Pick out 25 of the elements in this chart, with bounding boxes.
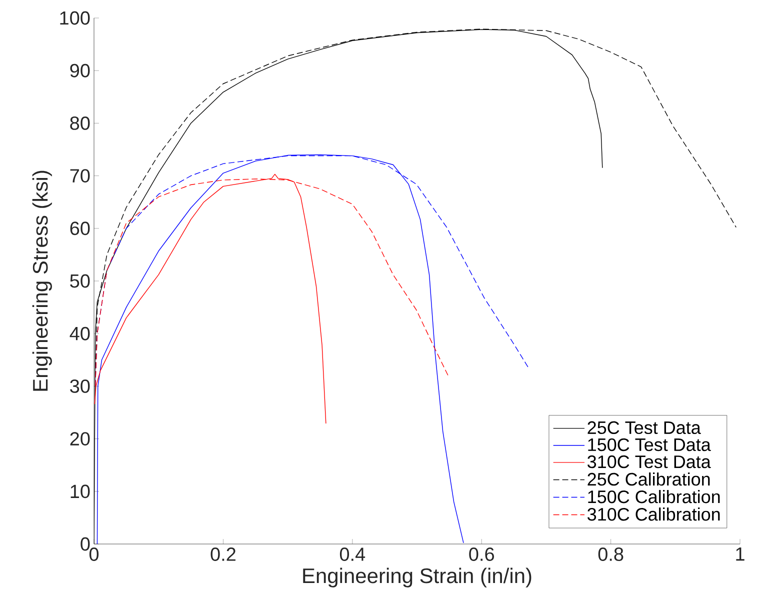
y-tick-label: 80 [70,116,90,130]
legend-label: 150C Test Data [588,438,711,452]
legend-label: 25C Test Data [588,421,701,434]
y-tick-label: 50 [70,274,90,288]
legend-label: 310C Test Data [588,455,711,468]
y-tick-label: 40 [70,326,90,340]
x-tick-label: 0 [89,548,99,561]
legend-label: 25C Calibration [588,472,710,486]
y-tick-label: 90 [70,64,90,78]
legend-label: 310C Calibration [588,508,720,521]
y-tick-label: 10 [70,484,90,498]
y-tick-label: 20 [70,432,90,446]
x-tick-label: 0.8 [598,548,624,561]
legend-label: 150C Calibration [588,490,720,504]
x-axis-title: Engineering Strain (in/in) [303,568,532,588]
x-tick-label: 0.2 [210,548,236,561]
y-axis-title: Engineering Stress (ksi) [32,170,52,391]
y-tick-label: 30 [70,379,90,393]
y-tick-label: 60 [70,222,90,236]
y-tick-label: 0 [80,537,90,551]
y-tick-label: 100 [60,11,90,25]
x-tick-label: 0.6 [469,548,494,561]
y-tick-label: 70 [70,169,90,183]
x-tick-label: 1 [736,548,744,561]
x-tick-label: 0.4 [340,548,366,561]
